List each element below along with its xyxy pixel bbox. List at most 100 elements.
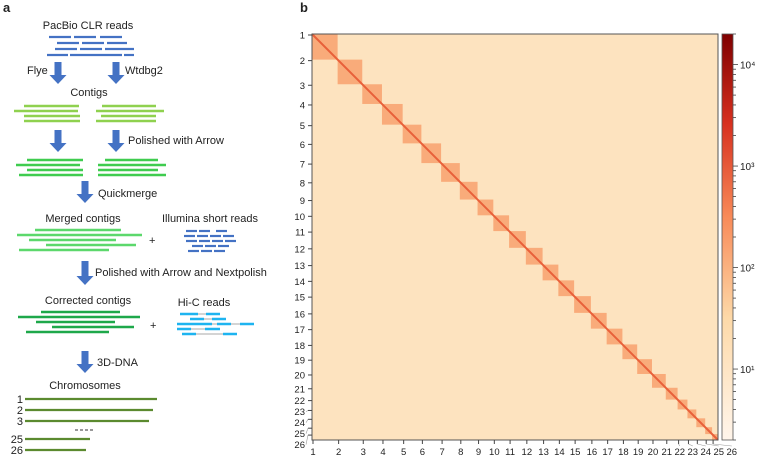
down-arrow-icon [107, 130, 125, 152]
pacbio-reads-icon [47, 35, 134, 57]
hic-heatmap: b 1 2 3 4 5 6 7 8 9 10 11 12 13 14 15 16 17 18 19 20 21 22 23 2… [294, 0, 755, 458]
x-tick-label: 5 [401, 447, 406, 458]
colorbar-tick-label: 10¹ [740, 365, 755, 376]
down-arrow-icon [76, 261, 94, 285]
x-tick-label: 12 [522, 447, 533, 458]
chromosome-number: 25 [11, 434, 23, 446]
y-tick-label: 22 [294, 396, 305, 407]
x-tick-label: 15 [570, 447, 581, 458]
contigs-label: Contigs [70, 87, 108, 99]
x-tick-leader [706, 443, 719, 447]
chromosome-number: 3 [17, 416, 23, 428]
y-tick-label: 12 [294, 244, 305, 255]
y-tick-label: 13 [294, 261, 305, 272]
y-tick-label: 25 [294, 429, 305, 440]
x-tick-label: 26 [726, 447, 737, 458]
x-tick-label: 22 [674, 447, 685, 458]
y-tick-label: 5 [300, 121, 305, 132]
y-tick-label: 20 [294, 370, 305, 381]
corrected-contigs-label: Corrected contigs [45, 295, 132, 307]
y-tick-label: 23 [294, 407, 305, 418]
y-tick-label: 9 [300, 196, 305, 207]
diagonal [311, 33, 719, 441]
y-tick-label: 26 [294, 440, 305, 451]
polished-contigs-icon [16, 158, 166, 177]
x-tick-label: 7 [439, 447, 444, 458]
chromosome-number: 26 [11, 445, 23, 457]
y-tick-leader [305, 435, 309, 445]
x-tick-label: 11 [505, 447, 515, 458]
y-tick-label: 21 [294, 384, 305, 395]
heatmap-frame [311, 33, 719, 441]
down-arrow-icon [107, 62, 125, 84]
x-tick-label: 25 [713, 447, 724, 458]
y-tick-label: 19 [294, 356, 305, 367]
x-tick-leader [713, 443, 732, 447]
x-tick-label: 16 [587, 447, 598, 458]
chromosome-number: 2 [17, 405, 23, 417]
3d-dna-label: 3D-DNA [97, 357, 139, 369]
wtdbg2-label: Wtdbg2 [125, 65, 163, 77]
x-tick-label: 1 [310, 447, 315, 458]
plus-sign-2: + [150, 320, 156, 332]
y-tick-leader [305, 419, 309, 423]
x-tick-label: 20 [648, 447, 659, 458]
down-arrow-icon [49, 130, 67, 152]
x-tick-label: 2 [336, 447, 341, 458]
y-tick-label: 17 [294, 325, 305, 336]
flye-label: Flye [27, 65, 48, 77]
y-tick-label: 6 [300, 140, 305, 151]
down-arrow-icon [49, 62, 67, 84]
y-tick-label: 15 [294, 293, 305, 304]
x-tick-label: 21 [661, 447, 672, 458]
panel-label-a: a [3, 0, 11, 15]
x-tick-label: 19 [633, 447, 644, 458]
colorbar-tick-label: 10⁴ [740, 61, 755, 72]
y-tick-label: 18 [294, 341, 305, 352]
y-tick-leader [305, 428, 309, 434]
x-tick-label: 17 [602, 447, 613, 458]
merged-contigs-icon [17, 228, 142, 252]
y-tick-leader [305, 410, 309, 412]
colorbar-tick-label: 10² [740, 264, 755, 275]
y-tick-label: 14 [294, 277, 305, 288]
x-tick-label: 3 [361, 447, 366, 458]
x-tick-leader [688, 443, 693, 447]
polished-arrow-label: Polished with Arrow [128, 135, 224, 147]
x-tick-leader [697, 443, 706, 447]
y-tick-label: 11 [295, 228, 305, 239]
illumina-reads-icon [184, 229, 236, 253]
chromosomes-label: Chromosomes [49, 380, 121, 392]
plus-sign: + [149, 235, 155, 247]
assembly-pipeline-diagram: a PacBio CLR reads Flye Wtdbg2 Contigs P… [3, 0, 267, 457]
down-arrow-icon [76, 351, 94, 373]
x-tick-label: 24 [700, 447, 711, 458]
y-tick-label: 8 [300, 178, 305, 189]
x-tick-label: 4 [380, 447, 385, 458]
y-tick-label: 3 [300, 81, 305, 92]
x-tick-label: 10 [489, 447, 500, 458]
y-tick-label: 24 [294, 418, 305, 429]
hic-reads-icon [177, 312, 254, 336]
polished-nextpolish-label: Polished with Arrow and Nextpolish [95, 267, 267, 279]
y-tick-label: 2 [300, 56, 305, 67]
chromosome-number: 1 [17, 394, 23, 406]
x-tick-label: 23 [687, 447, 698, 458]
pacbio-label: PacBio CLR reads [43, 20, 134, 32]
contigs-icon [14, 104, 164, 123]
y-tick-label: 16 [294, 309, 305, 320]
panel-label-b: b [300, 0, 308, 15]
colorbar-tick-label: 10³ [740, 162, 755, 173]
down-arrow-icon [76, 181, 94, 203]
x-tick-label: 13 [538, 447, 549, 458]
hic-label: Hi-C reads [178, 297, 231, 309]
x-tick-label: 6 [420, 447, 425, 458]
x-tick-label: 14 [554, 447, 565, 458]
x-tick-label: 8 [458, 447, 463, 458]
x-tick-leader [678, 443, 681, 447]
x-tick-label: 18 [618, 447, 629, 458]
y-tick-label: 4 [300, 100, 305, 111]
quickmerge-label: Quickmerge [98, 188, 157, 200]
arrows [49, 62, 125, 373]
